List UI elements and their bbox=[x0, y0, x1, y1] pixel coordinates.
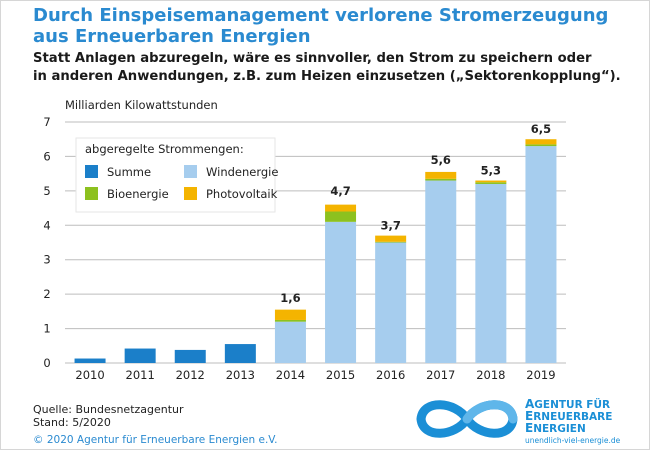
y-tick-label: 3 bbox=[43, 253, 50, 267]
subtitle-line-2: in anderen Anwendungen, z.B. zum Heizen … bbox=[33, 69, 621, 84]
bar-wind-2018 bbox=[475, 183, 507, 363]
bar-bio-2019 bbox=[525, 144, 557, 147]
legend-label-pv: Photovoltaik bbox=[206, 187, 278, 201]
bar-bio-2014 bbox=[274, 319, 306, 322]
bar-pv-2015 bbox=[325, 204, 357, 212]
bar-wind-2014 bbox=[274, 321, 306, 363]
bar-pv-2016 bbox=[375, 235, 407, 242]
legend-swatch-wind bbox=[184, 165, 197, 178]
data-label-2018: 5,3 bbox=[481, 164, 501, 178]
x-tick-label: 2010 bbox=[75, 368, 104, 382]
y-axis-label: Milliarden Kilowattstunden bbox=[65, 98, 218, 112]
y-tick-label: 6 bbox=[43, 149, 50, 163]
x-tick-label: 2014 bbox=[276, 368, 305, 382]
x-tick-label: 2016 bbox=[376, 368, 405, 382]
legend-label-wind: Windenergie bbox=[206, 165, 278, 179]
bar-summe-2012 bbox=[174, 349, 206, 363]
data-label-2019: 6,5 bbox=[531, 122, 551, 136]
x-tick-label: 2012 bbox=[176, 368, 205, 382]
bar-wind-2019 bbox=[525, 146, 557, 363]
x-tick-label: 2011 bbox=[126, 368, 155, 382]
bar-pv-2018 bbox=[475, 180, 507, 183]
bar-pv-2014 bbox=[274, 309, 306, 320]
bar-wind-2017 bbox=[425, 180, 457, 363]
legend-box bbox=[75, 137, 276, 213]
y-tick-label: 2 bbox=[43, 287, 50, 301]
legend-title: abgeregelte Strommengen: bbox=[85, 142, 244, 156]
legend-swatch-bio bbox=[85, 187, 98, 200]
bar-summe-2013 bbox=[224, 344, 256, 363]
bar-bio-2015 bbox=[325, 211, 357, 222]
data-label-2016: 3,7 bbox=[380, 219, 400, 233]
x-tick-label: 2013 bbox=[226, 368, 255, 382]
stand-date: Stand: 5/2020 bbox=[33, 416, 111, 429]
subtitle-line-1: Statt Anlagen abzuregeln, wäre es sinnvo… bbox=[33, 51, 592, 66]
bar-summe-2011 bbox=[124, 348, 156, 363]
x-tick-label: 2017 bbox=[426, 368, 455, 382]
bar-chart: Milliarden Kilowattstunden 0 1 2 3 4 5 6 7 2010 20… bbox=[43, 98, 566, 382]
y-tick-label: 4 bbox=[43, 218, 50, 232]
bar-wind-2016 bbox=[375, 242, 407, 363]
source-note: Quelle: Bundesnetzagentur bbox=[33, 403, 184, 416]
bar-pv-2017 bbox=[425, 171, 457, 179]
subtitle: Statt Anlagen abzuregeln, wäre es sinnvo… bbox=[33, 50, 643, 86]
page-title: Durch Einspeisemanagement verlorene Stro… bbox=[33, 5, 633, 47]
legend-label-summe: Summe bbox=[107, 165, 151, 179]
title-line-2: aus Erneuerbaren Energien bbox=[33, 26, 311, 47]
y-tick-label: 7 bbox=[43, 115, 50, 129]
bar-bio-2016 bbox=[375, 241, 407, 243]
legend-swatch-summe bbox=[85, 165, 98, 178]
infinity-logo-icon bbox=[416, 400, 518, 438]
data-label-2017: 5,6 bbox=[431, 153, 451, 167]
logo-url: unendlich-viel-energie.de bbox=[525, 436, 621, 445]
logo-line-2: ERNEUERBARE bbox=[525, 409, 613, 423]
bar-wind-2015 bbox=[325, 221, 357, 363]
title-line-1: Durch Einspeisemanagement verlorene Stro… bbox=[33, 5, 609, 26]
data-label-2014: 1,6 bbox=[280, 291, 300, 305]
y-tick-label: 0 bbox=[43, 356, 50, 370]
legend-swatch-pv bbox=[184, 187, 197, 200]
x-tick-label: 2018 bbox=[476, 368, 505, 382]
bar-pv-2019 bbox=[525, 139, 557, 145]
legend-label-bio: Bioenergie bbox=[107, 187, 169, 201]
x-tick-label: 2015 bbox=[326, 368, 355, 382]
agency-logo-text: AGENTUR FÜR ERNEUERBARE ENERGIEN unendli… bbox=[525, 397, 649, 446]
logo-line-3: ENERGIEN bbox=[525, 421, 586, 435]
y-tick-label: 1 bbox=[43, 322, 50, 336]
bar-bio-2018 bbox=[475, 182, 507, 184]
bar-summe-2010 bbox=[74, 358, 106, 363]
y-tick-label: 5 bbox=[43, 184, 50, 198]
x-tick-label: 2019 bbox=[526, 368, 555, 382]
logo-line-1: AGENTUR FÜR bbox=[525, 397, 611, 411]
data-label-2015: 4,7 bbox=[330, 184, 350, 198]
copyright-note: © 2020 Agentur für Erneuerbare Energien … bbox=[33, 434, 278, 446]
bar-bio-2017 bbox=[425, 178, 457, 181]
